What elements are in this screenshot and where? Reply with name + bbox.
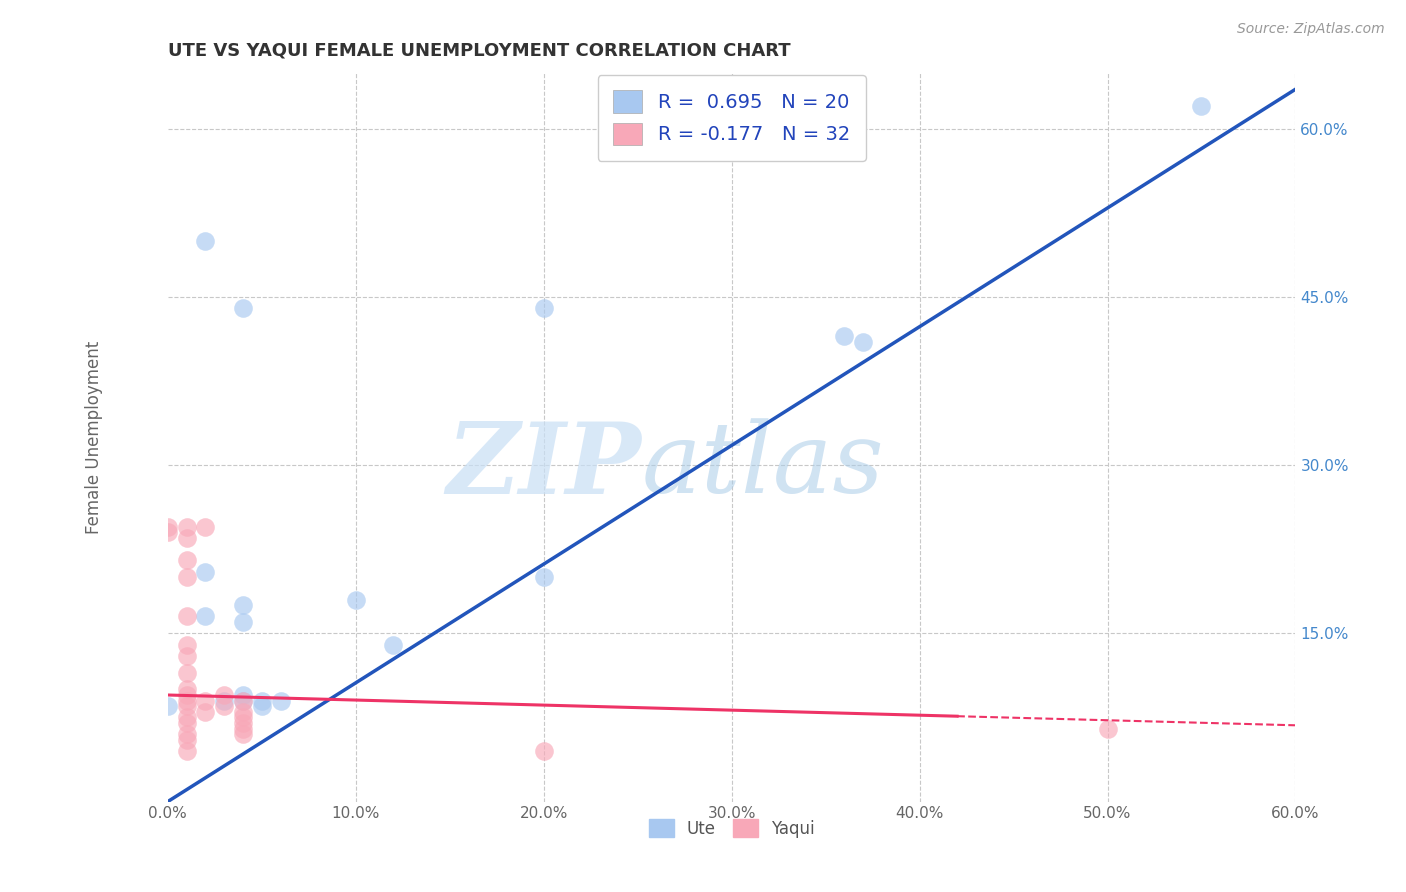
Point (270, 693, 292, 707)
Point (194, 693, 217, 707)
Point (194, 609, 217, 624)
Point (176, 553, 198, 567)
Point (232, 693, 254, 707)
Point (232, 688, 254, 702)
Point (176, 648, 198, 663)
Point (212, 693, 235, 707)
Point (176, 520, 198, 534)
Point (176, 699, 198, 714)
Point (533, 570, 555, 584)
Point (156, 525, 179, 540)
Point (176, 693, 198, 707)
Point (194, 234, 217, 248)
Text: UTE VS YAQUI FEMALE UNEMPLOYMENT CORRELATION CHART: UTE VS YAQUI FEMALE UNEMPLOYMENT CORRELA… (167, 42, 790, 60)
Point (176, 688, 198, 702)
Point (232, 301, 254, 315)
Point (176, 570, 198, 584)
Point (194, 565, 217, 579)
Point (232, 693, 254, 707)
Point (232, 727, 254, 741)
Point (176, 665, 198, 680)
Text: Source: ZipAtlas.com: Source: ZipAtlas.com (1237, 22, 1385, 37)
Point (344, 592, 367, 607)
Point (212, 699, 235, 714)
Point (232, 710, 254, 724)
Point (232, 716, 254, 731)
Point (176, 716, 198, 731)
Point (232, 615, 254, 629)
Point (176, 744, 198, 758)
Point (176, 732, 198, 747)
Point (1097, 722, 1119, 736)
Point (156, 699, 179, 714)
Point (1191, 99, 1213, 113)
Point (176, 710, 198, 724)
Point (176, 609, 198, 624)
Point (250, 699, 273, 714)
Point (176, 638, 198, 652)
Point (382, 638, 405, 652)
Point (156, 520, 179, 534)
Point (232, 599, 254, 613)
Point (232, 705, 254, 719)
Point (232, 722, 254, 736)
Y-axis label: Female Unemployment: Female Unemployment (86, 341, 103, 533)
Point (194, 705, 217, 719)
Point (852, 334, 875, 349)
Text: atlas: atlas (641, 418, 884, 514)
Point (834, 329, 856, 343)
Point (176, 682, 198, 697)
Text: ZIP: ZIP (446, 418, 641, 515)
Legend: Ute, Yaqui: Ute, Yaqui (643, 813, 821, 845)
Point (176, 531, 198, 545)
Point (176, 727, 198, 741)
Point (212, 688, 235, 702)
Point (194, 520, 217, 534)
Point (250, 693, 273, 707)
Point (533, 301, 555, 315)
Point (533, 744, 555, 758)
